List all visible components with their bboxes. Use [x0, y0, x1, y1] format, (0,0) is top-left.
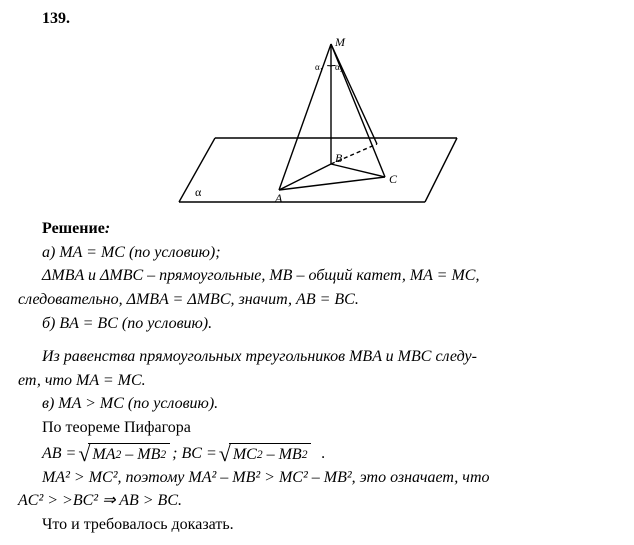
geometry-figure: M A B Cα α₁ α₂	[167, 32, 467, 212]
eq-period: .	[313, 443, 325, 465]
svg-text:M: M	[334, 35, 346, 49]
problem-number: 139.	[18, 8, 616, 30]
line-pyth: По теореме Пифагора	[18, 417, 616, 439]
svg-text:α₂: α₂	[335, 62, 343, 72]
paragraph-gap	[18, 336, 616, 346]
rad2-MB: MB	[279, 444, 302, 466]
svg-text:α: α	[195, 185, 202, 199]
radicand-1: MA2 – MB2	[88, 443, 170, 466]
eq-sep: ; BC =	[172, 443, 217, 465]
line-ineq-2: AC² > >BC² ⇒ AB > BC.	[18, 490, 616, 512]
equation-line: AB = √ MA2 – MB2 ; BC = √ MC2 – MB2 .	[18, 443, 616, 465]
sqrt-1: √ MA2 – MB2	[78, 443, 170, 465]
figure-container: M A B Cα α₁ α₂	[18, 32, 616, 219]
problem-number-text: 139.	[42, 10, 70, 27]
rad1-MA: MA	[92, 444, 115, 466]
line-ineq-1: MA² > MC², поэтому MA² – MB² > MC² – MB²…	[18, 467, 616, 489]
solution-heading: Решение:	[18, 218, 616, 240]
line-qed: Что и требовалось доказать.	[18, 514, 616, 536]
line-a: а) MA = MC (по условию);	[18, 242, 616, 264]
svg-text:α₁: α₁	[315, 62, 323, 72]
line-mid-2: ет, что MA = MC.	[18, 370, 616, 392]
line-a-tri-2: следовательно, ΔMBA = ΔMBC, значит, AB =…	[18, 289, 616, 311]
svg-text:B: B	[335, 151, 343, 165]
svg-text:A: A	[274, 191, 283, 205]
line-c: в) MA > MC (по условию).	[18, 393, 616, 415]
svg-text:C: C	[389, 172, 398, 186]
line-a-tri-1: ΔMBA и ΔMBC – прямоугольные, MB – общий …	[18, 265, 616, 287]
radicand-2: MC2 – MB2	[229, 443, 312, 466]
solution-heading-text: Решение	[42, 220, 105, 237]
sqrt-2: √ MC2 – MB2	[219, 443, 312, 465]
rad2-MC: MC	[233, 444, 257, 466]
rad1-MB: MB	[137, 444, 160, 466]
line-b: б) BA = BC (по условию).	[18, 313, 616, 335]
eq-AB-left: AB =	[42, 443, 76, 465]
line-mid-1: Из равенства прямоугольных треугольников…	[18, 346, 616, 368]
